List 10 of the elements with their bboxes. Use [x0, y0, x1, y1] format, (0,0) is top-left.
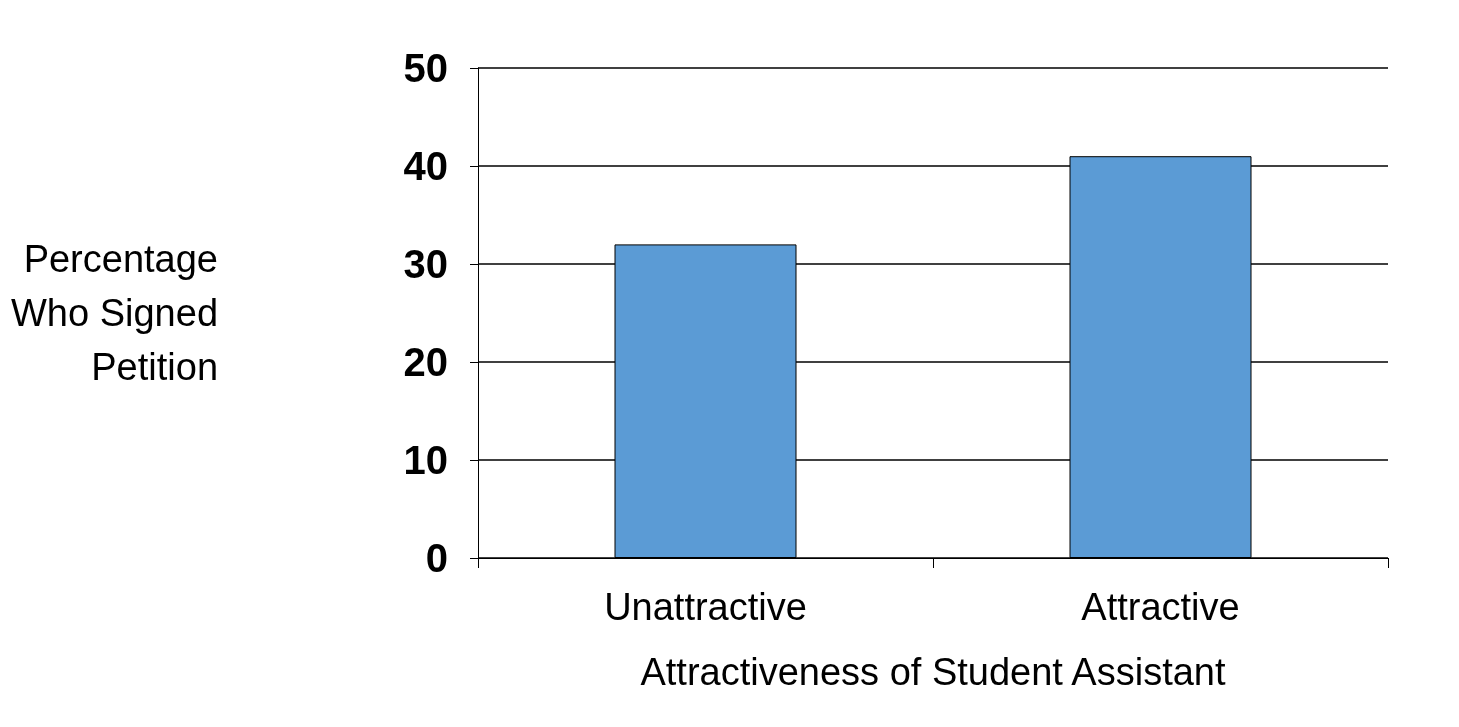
y-tick-label: 50 — [403, 46, 449, 90]
y-axis-title: Percentage Who Signed Petition — [11, 238, 219, 388]
y-tick-label: 0 — [425, 536, 449, 580]
x-axis-title: Attractiveness of Student Assistant — [640, 651, 1226, 693]
y-tick-label: 30 — [403, 242, 449, 286]
y-tick-label: 40 — [403, 144, 449, 188]
y-tick-label: 20 — [403, 340, 449, 384]
x-tick-label: Unattractive — [604, 586, 807, 628]
x-tick-label: Attractive — [1081, 586, 1240, 628]
y-tick-label: 10 — [403, 438, 449, 482]
